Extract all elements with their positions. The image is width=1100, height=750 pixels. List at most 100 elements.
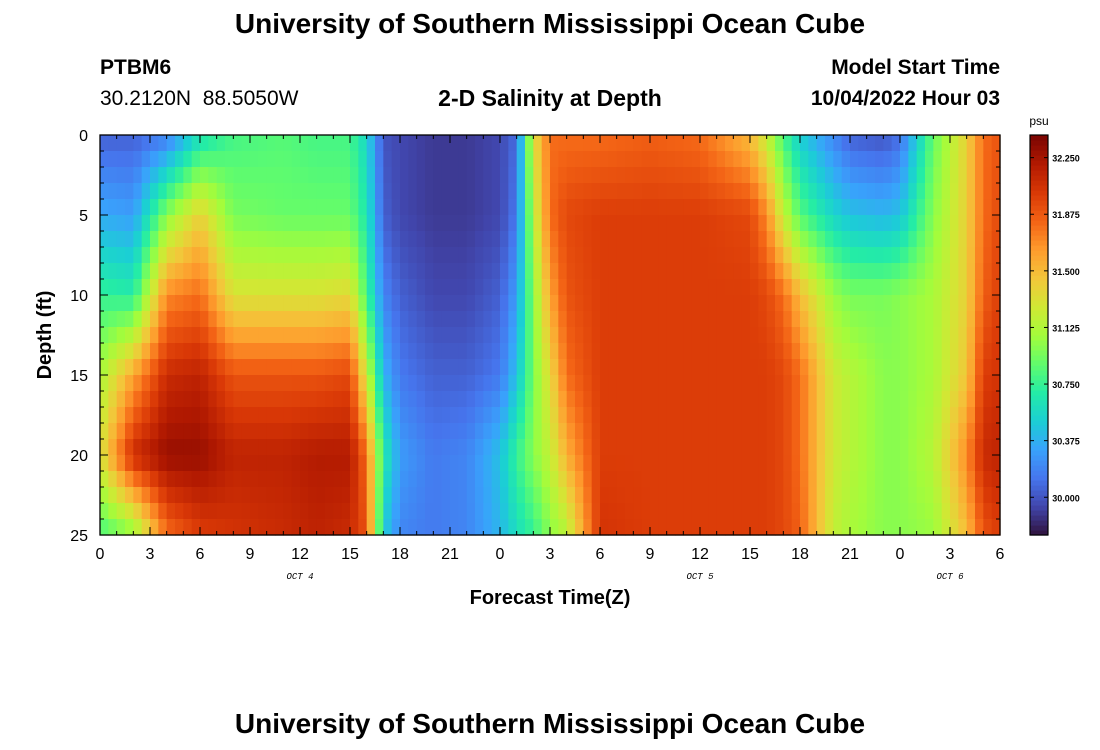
heatmap-cell <box>933 199 943 216</box>
heatmap-cell <box>341 423 351 440</box>
heatmap-cell <box>183 519 193 536</box>
heatmap-cell <box>750 487 759 504</box>
heatmap-cell <box>258 215 268 232</box>
heatmap-cell <box>275 487 284 504</box>
heatmap-cell <box>616 327 626 344</box>
heatmap-cell <box>866 503 876 520</box>
heatmap-cell <box>208 199 218 216</box>
heatmap-cell <box>350 519 359 536</box>
heatmap-cell <box>308 263 318 280</box>
heatmap-cell <box>450 343 459 360</box>
colorbar-segment <box>1030 180 1048 186</box>
heatmap-cell <box>275 231 284 248</box>
heatmap-cell <box>483 455 493 472</box>
heatmap-cell <box>291 359 301 376</box>
heatmap-cell <box>925 199 934 216</box>
heatmap-cell <box>525 407 534 424</box>
heatmap-cell <box>450 183 459 200</box>
heatmap-cell <box>666 183 676 200</box>
heatmap-cell <box>166 391 176 408</box>
heatmap-cell <box>500 471 509 488</box>
heatmap-cell <box>266 343 276 360</box>
heatmap-cell <box>366 375 376 392</box>
heatmap-cell <box>166 519 176 536</box>
heatmap-cell <box>166 151 176 168</box>
heatmap-cell <box>241 407 251 424</box>
heatmap-cell <box>566 519 576 536</box>
heatmap-cell <box>916 279 926 296</box>
heatmap-cell <box>575 519 584 536</box>
heatmap-cell <box>625 423 634 440</box>
heatmap-cell <box>983 199 993 216</box>
heatmap-cell <box>491 343 501 360</box>
heatmap-cell <box>250 455 259 472</box>
heatmap-cell <box>700 167 709 184</box>
heatmap-cell <box>241 423 251 440</box>
heatmap-cell <box>125 199 134 216</box>
heatmap-cell <box>725 471 734 488</box>
heatmap-cell <box>708 519 718 536</box>
heatmap-cell <box>208 423 218 440</box>
heatmap-cell <box>941 183 951 200</box>
heatmap-cell <box>216 471 226 488</box>
heatmap-cell <box>133 231 143 248</box>
heatmap-cell <box>583 487 593 504</box>
x-tick-label: 3 <box>546 546 555 563</box>
heatmap-cell <box>566 407 576 424</box>
heatmap-cell <box>241 327 251 344</box>
heatmap-cell <box>591 263 601 280</box>
heatmap-cell <box>450 439 459 456</box>
heatmap-cell <box>500 199 509 216</box>
heatmap-cell <box>650 263 659 280</box>
colorbar-segment <box>1030 170 1048 176</box>
colorbar-segment <box>1030 210 1048 216</box>
heatmap-cell <box>400 407 409 424</box>
heatmap-cell <box>683 247 693 264</box>
heatmap-cell <box>258 375 268 392</box>
heatmap-cell <box>641 519 651 536</box>
heatmap-cell <box>800 263 809 280</box>
heatmap-cell <box>866 375 876 392</box>
heatmap-cell <box>291 391 301 408</box>
heatmap-cell <box>166 295 176 312</box>
heatmap-cell <box>858 231 868 248</box>
heatmap-cell <box>575 375 584 392</box>
heatmap-cell <box>991 327 1001 344</box>
heatmap-cell <box>400 439 409 456</box>
heatmap-cell <box>208 135 218 152</box>
heatmap-cell <box>433 519 443 536</box>
heatmap-cell <box>850 407 859 424</box>
heatmap-cell <box>575 167 584 184</box>
heatmap-cell <box>450 503 459 520</box>
colorbar-segment <box>1030 325 1048 331</box>
heatmap-cell <box>850 375 859 392</box>
heatmap-cell <box>791 279 801 296</box>
heatmap-cell <box>666 215 676 232</box>
heatmap-cell <box>700 311 709 328</box>
heatmap-cell <box>500 487 509 504</box>
heatmap-cell <box>191 167 201 184</box>
x-tick-label: 0 <box>96 546 105 563</box>
heatmap-cell <box>141 151 151 168</box>
heatmap-cell <box>925 407 934 424</box>
heatmap-cell <box>675 423 684 440</box>
heatmap-cell <box>550 519 559 536</box>
heatmap-cell <box>858 359 868 376</box>
heatmap-cell <box>925 247 934 264</box>
heatmap-cell <box>325 343 334 360</box>
heatmap-cell <box>641 311 651 328</box>
heatmap-cell <box>100 231 109 248</box>
heatmap-cell <box>958 279 968 296</box>
heatmap-cell <box>941 231 951 248</box>
heatmap-cell <box>158 231 168 248</box>
heatmap-cell <box>400 167 409 184</box>
heatmap-cell <box>416 439 426 456</box>
heatmap-cell <box>433 487 443 504</box>
heatmap-cell <box>191 215 201 232</box>
heatmap-cell <box>208 183 218 200</box>
colorbar-segment <box>1030 235 1048 241</box>
heatmap-cell <box>150 263 159 280</box>
heatmap-cell <box>516 343 526 360</box>
heatmap-cell <box>350 327 359 344</box>
heatmap-cell <box>525 503 534 520</box>
